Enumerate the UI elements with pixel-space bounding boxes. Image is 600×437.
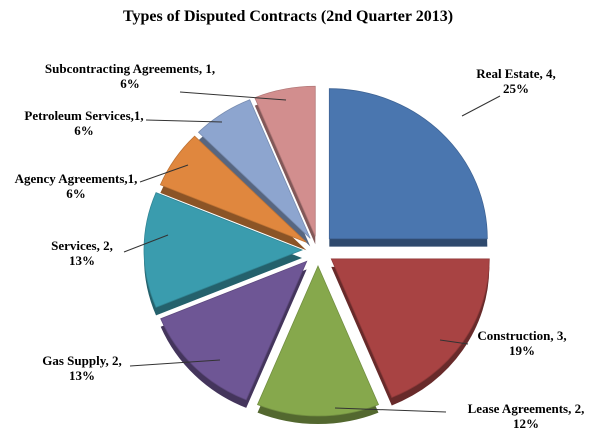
slice-gas-supply (160, 260, 308, 401)
leader-line (439, 339, 469, 345)
slice-label-real-estate: Real Estate, 4, 25% (476, 66, 555, 96)
label-leaders (123, 91, 501, 413)
slice-construction (330, 258, 490, 398)
slice-labels: Real Estate, 4, 25% Construction, 3, 19% Lea… (15, 61, 585, 431)
slice-label-agency-agreements: Agency Agreements,1, 6% (15, 171, 138, 201)
leader-line (461, 95, 501, 117)
slice-petroleum-services (197, 99, 311, 239)
slice-real-estate (328, 88, 488, 240)
leader-line (179, 91, 287, 101)
leader-line (334, 407, 447, 413)
slice-label-subcontracting-agreements: Subcontracting Agreements, 1, 6% (45, 61, 215, 91)
chart-title: Types of Disputed Contracts (2nd Quarter… (123, 8, 453, 25)
leader-line (145, 119, 223, 123)
slice-label-petroleum-services: Petroleum Services,1, 6% (24, 108, 143, 138)
slice-services (143, 192, 304, 308)
slice-label-gas-supply: Gas Supply, 2, 13% (42, 353, 122, 383)
slice-lease-agreements (257, 264, 379, 417)
slice-agency-agreements (159, 135, 307, 243)
leader-line (129, 359, 221, 367)
slice-label-lease-agreements: Lease Agreements, 2, 12% (468, 401, 585, 431)
slice-label-services: Services, 2, 13% (51, 238, 113, 268)
pie-slices (143, 85, 490, 425)
slice-label-construction: Construction, 3, 19% (477, 328, 566, 358)
leader-line (123, 234, 169, 253)
leader-line (139, 164, 189, 183)
